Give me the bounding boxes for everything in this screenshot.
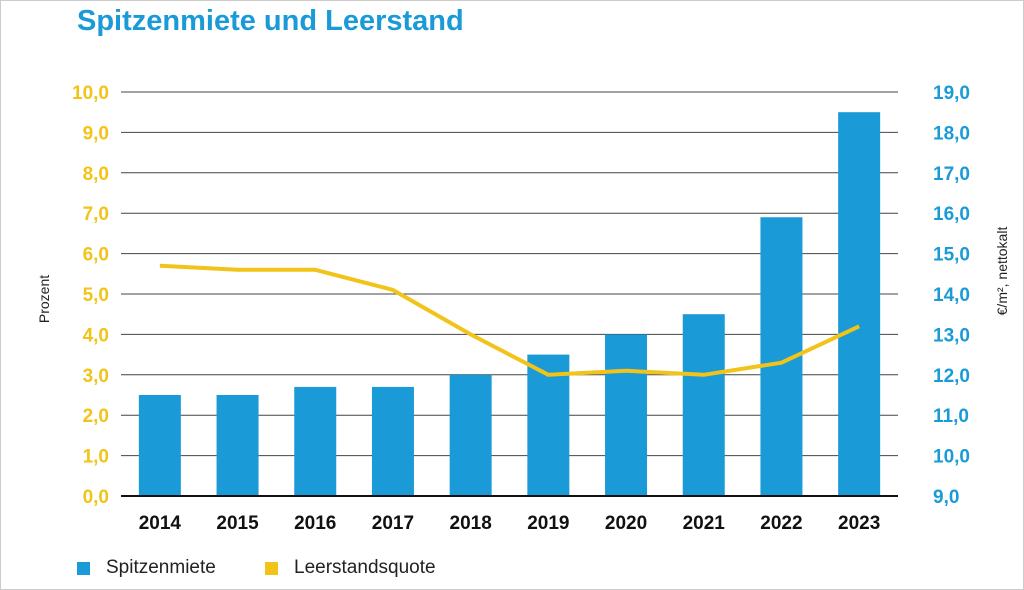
- y-right-tick-label: 15,0: [933, 245, 970, 266]
- y-left-tick-label: 0,0: [83, 487, 109, 508]
- y-right-tick-label: 9,0: [933, 487, 959, 508]
- x-tick-label: 2023: [838, 513, 880, 534]
- y-left-tick-label: 3,0: [83, 366, 109, 387]
- bar-2017: [371, 386, 414, 496]
- y-left-tick-label: 6,0: [83, 245, 109, 266]
- y-right-tick-label: 12,0: [933, 366, 970, 387]
- bar-2023: [838, 112, 881, 496]
- bar-2015: [216, 395, 259, 496]
- x-tick-label: 2016: [294, 513, 336, 534]
- bar-2019: [527, 354, 570, 496]
- legend-label: Spitzenmiete: [106, 557, 216, 578]
- bar-2016: [294, 386, 337, 496]
- x-tick-label: 2017: [372, 513, 414, 534]
- y-right-tick-label: 16,0: [933, 204, 970, 225]
- legend-label: Leerstandsquote: [294, 557, 436, 578]
- y-left-tick-label: 2,0: [83, 406, 109, 427]
- x-tick-label: 2018: [450, 513, 492, 534]
- y-right-tick-label: 13,0: [933, 325, 970, 346]
- bar-2020: [605, 334, 648, 496]
- y-left-tick-label: 10,0: [72, 83, 109, 104]
- y-right-tick-label: 17,0: [933, 164, 970, 185]
- y-left-tick-label: 5,0: [83, 285, 109, 306]
- x-tick-label: 2022: [760, 513, 802, 534]
- y-left-tick-label: 1,0: [83, 447, 109, 468]
- bar-2014: [138, 395, 181, 496]
- legend-swatch: [265, 561, 278, 575]
- bar-2021: [682, 314, 725, 496]
- y-left-tick-label: 8,0: [83, 164, 109, 185]
- y-right-tick-label: 18,0: [933, 123, 970, 144]
- y-right-tick-label: 19,0: [933, 83, 970, 104]
- legend-swatch: [77, 561, 90, 575]
- y-right-tick-label: 14,0: [933, 285, 970, 306]
- y-left-axis-label: Prozent: [36, 275, 52, 323]
- y-left-tick-label: 9,0: [83, 123, 109, 144]
- y-right-axis-label: €/m², nettokalt: [994, 227, 1010, 316]
- x-tick-label: 2021: [683, 513, 726, 534]
- x-tick-label: 2014: [139, 513, 182, 534]
- x-tick-label: 2019: [527, 513, 569, 534]
- legend-item-spitzenmiete: Spitzenmiete: [77, 557, 216, 579]
- y-right-tick-label: 11,0: [933, 406, 969, 427]
- legend-item-leerstandsquote: Leerstandsquote: [265, 557, 436, 579]
- y-left-tick-label: 7,0: [83, 204, 109, 225]
- x-tick-label: 2015: [216, 513, 259, 534]
- chart-title: Spitzenmiete und Leerstand: [77, 5, 464, 37]
- x-tick-label: 2020: [605, 513, 647, 534]
- y-right-tick-label: 10,0: [933, 447, 970, 468]
- line-leerstandsquote: [159, 263, 860, 377]
- y-left-tick-label: 4,0: [83, 325, 109, 346]
- bar-2018: [449, 374, 492, 496]
